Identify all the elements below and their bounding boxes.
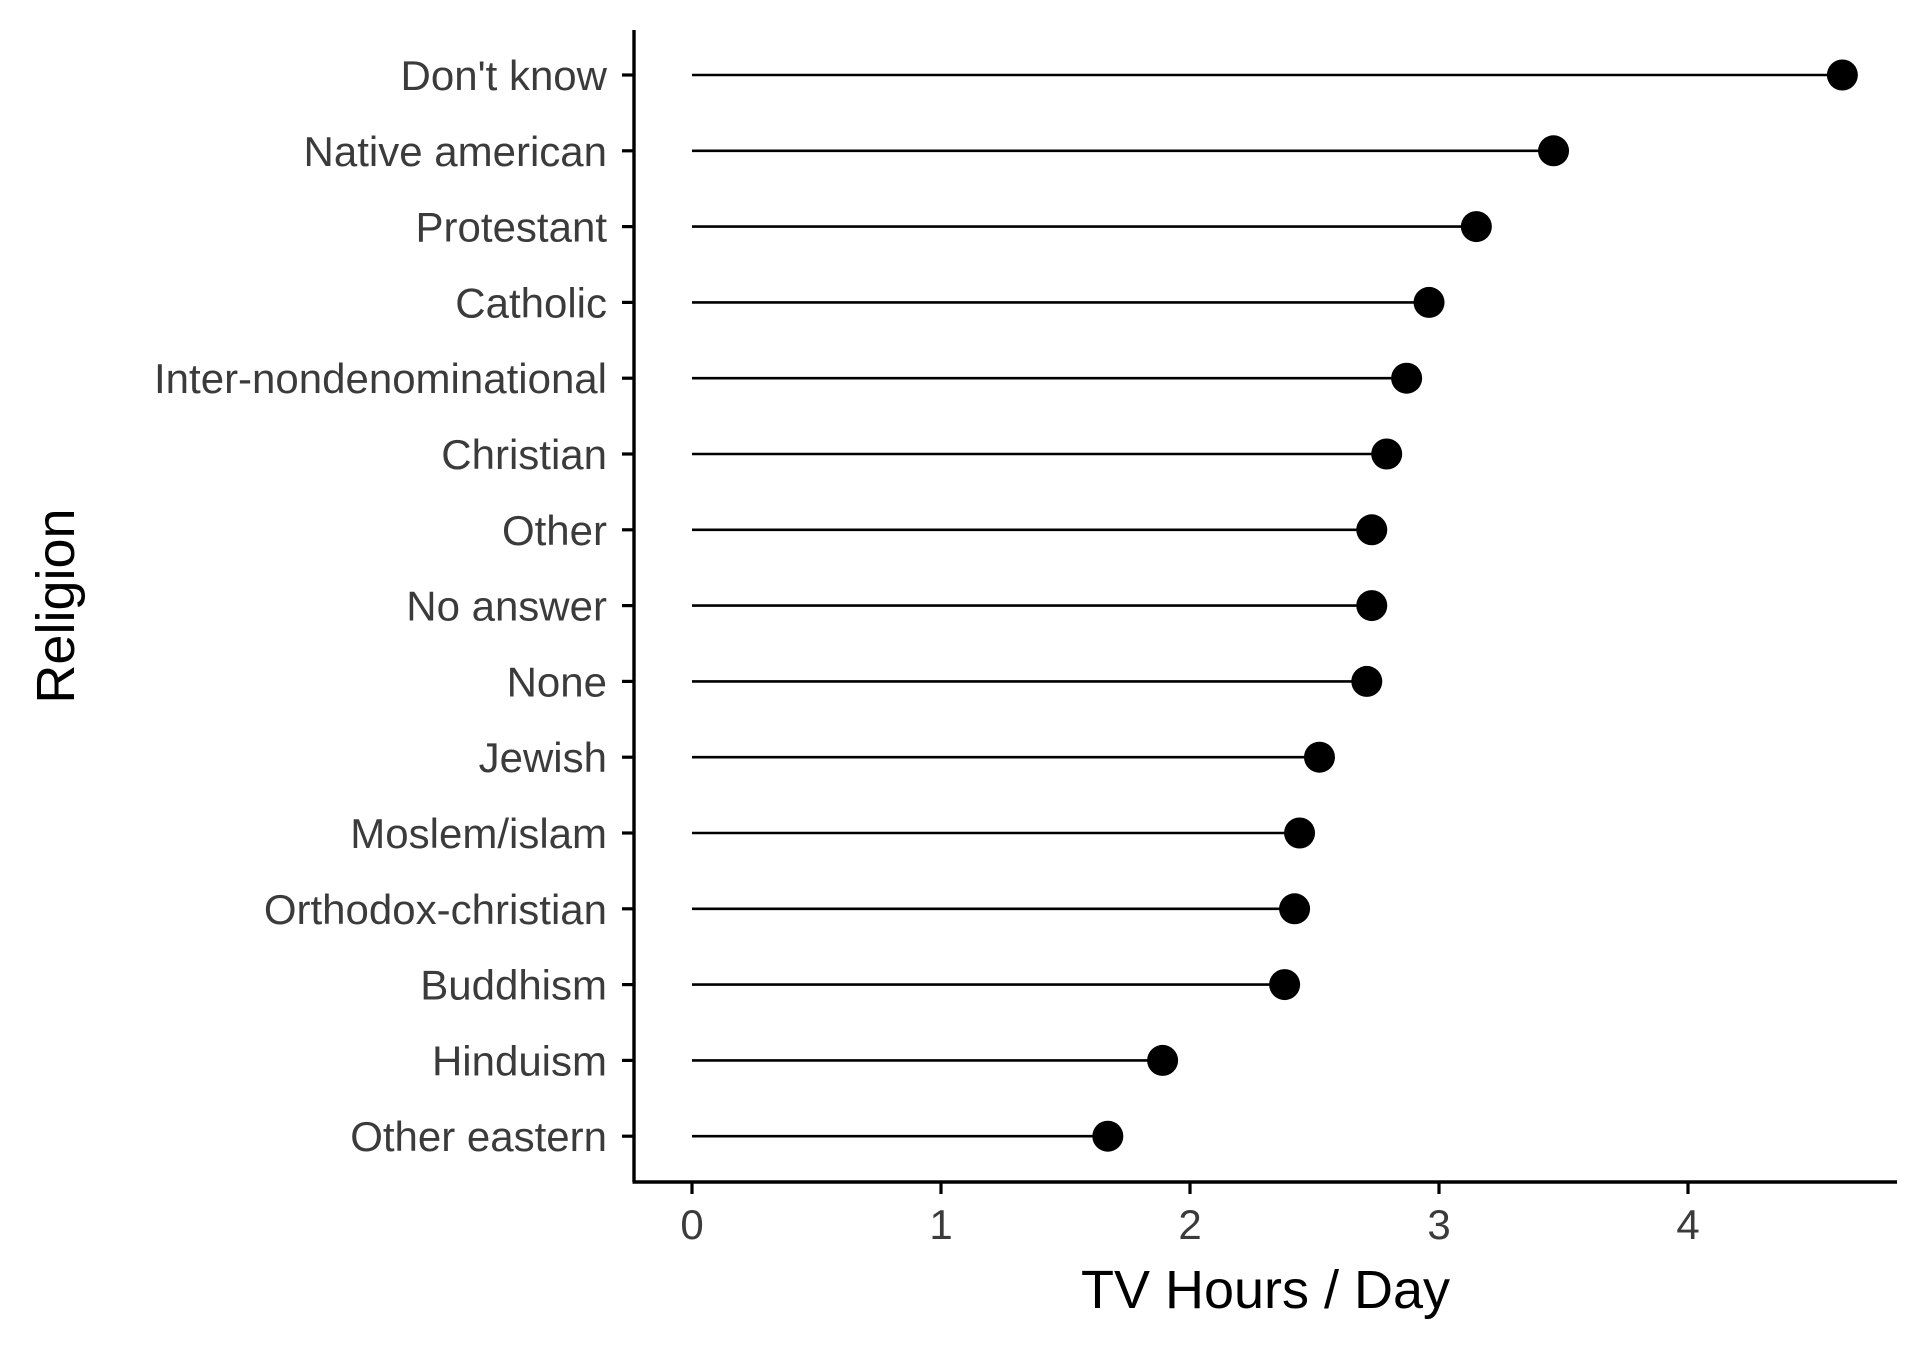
- lollipop-point: [1538, 135, 1570, 167]
- lollipop-point: [1413, 286, 1445, 318]
- y-tick-label: Buddhism: [420, 962, 607, 1009]
- y-axis: Don't know Native american Protestant Catho…: [154, 30, 636, 1182]
- lollipop-point: [1391, 362, 1423, 394]
- lollipop-point: [1356, 590, 1388, 622]
- lollipop-point: [1460, 211, 1492, 243]
- chart-marks: [692, 59, 1858, 1152]
- x-axis-title: TV Hours / Day: [1081, 1260, 1450, 1320]
- x-tick-label: 0: [680, 1201, 703, 1248]
- x-tick-label: 2: [1178, 1201, 1201, 1248]
- y-tick-label: Christian: [441, 431, 607, 478]
- x-tick-label: 4: [1676, 1201, 1699, 1248]
- x-axis: 0 1 2 3 4: [632, 1180, 1897, 1248]
- lollipop-point: [1092, 1120, 1124, 1152]
- y-axis-title: Religion: [26, 508, 86, 703]
- lollipop-point: [1279, 893, 1311, 925]
- y-tick-label: Hinduism: [432, 1037, 607, 1084]
- y-tick-label: None: [507, 658, 607, 705]
- y-tick-label: Orthodox-christian: [264, 886, 607, 933]
- lollipop-point: [1284, 817, 1316, 849]
- y-tick-label: Other eastern: [350, 1113, 607, 1160]
- y-tick-label: Protestant: [416, 204, 608, 251]
- y-tick-label: No answer: [406, 583, 607, 630]
- lollipop-point: [1269, 969, 1301, 1001]
- x-tick-label: 3: [1427, 1201, 1450, 1248]
- lollipop-point: [1351, 665, 1383, 697]
- y-tick-label: Moslem/islam: [350, 810, 607, 857]
- lollipop-point: [1371, 438, 1403, 470]
- y-tick-label: Don't know: [401, 52, 608, 99]
- lollipop-point: [1356, 514, 1388, 546]
- lollipop-point: [1303, 741, 1335, 773]
- y-tick-label: Inter-nondenominational: [154, 355, 607, 402]
- y-tick-label: Jewish: [479, 734, 607, 781]
- y-tick-label: Native american: [304, 128, 607, 175]
- y-tick-label: Other: [502, 507, 607, 554]
- y-tick-label: Catholic: [455, 279, 607, 326]
- x-tick-label: 1: [929, 1201, 952, 1248]
- lollipop-point: [1826, 59, 1858, 91]
- lollipop-point: [1147, 1044, 1179, 1076]
